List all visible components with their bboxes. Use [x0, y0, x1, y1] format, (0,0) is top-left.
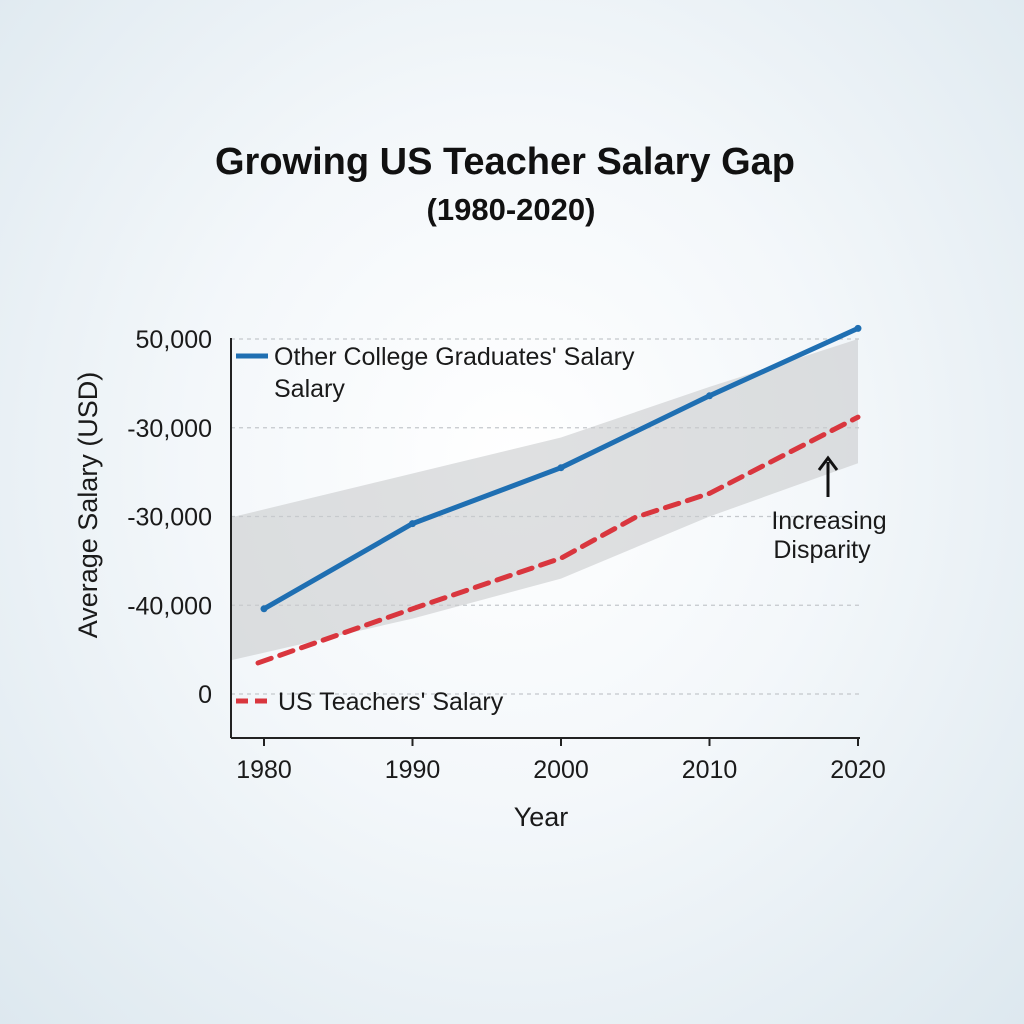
- legend-label-graduates: Other College Graduates' Salary: [274, 343, 635, 371]
- series-group: [255, 324, 862, 666]
- legend: Other College Graduates' Salary Salary U…: [236, 343, 635, 716]
- chart-title: Growing US Teacher Salary Gap: [215, 141, 795, 183]
- y-axis-label: Average Salary (USD): [73, 372, 103, 639]
- gap-band: [231, 339, 858, 661]
- graduates-data-point: [409, 520, 416, 528]
- x-ticks: 1980 1990 2000 2010 2020: [236, 738, 886, 784]
- y-tick-label: -30,000: [127, 415, 212, 443]
- legend-label-graduates-line2: Salary: [274, 375, 345, 403]
- x-tick-label: 2000: [533, 756, 589, 784]
- annotation-increasing-disparity: Increasing Disparity: [771, 455, 887, 564]
- x-axis-label: Year: [514, 802, 569, 832]
- graduates-data-point: [706, 392, 713, 400]
- annotation-line-2: Disparity: [773, 536, 871, 564]
- annotation-line-1: Increasing: [771, 507, 886, 535]
- y-tick-label: 0: [198, 681, 212, 709]
- legend-label-teachers: US Teachers' Salary: [278, 688, 504, 716]
- y-tick-label: -40,000: [127, 592, 212, 620]
- y-tick-label: 50,000: [136, 326, 212, 354]
- axes: [230, 338, 860, 739]
- annotation-arrow-head-icon: [817, 455, 839, 471]
- x-tick-label: 1990: [385, 756, 441, 784]
- x-tick-label: 2020: [830, 756, 886, 784]
- graduates-data-point: [260, 605, 268, 613]
- y-tick-label: -30,000: [127, 504, 212, 532]
- chart-subtitle: (1980-2020): [427, 192, 596, 227]
- x-tick-label: 2010: [682, 756, 738, 784]
- y-ticks: 50,000 -30,000 -30,000 -40,000 0: [127, 326, 212, 709]
- graduates-data-point: [854, 324, 862, 332]
- graduates-data-point: [557, 464, 565, 472]
- x-tick-label: 1980: [236, 756, 292, 784]
- teachers-salary-line: [255, 414, 861, 666]
